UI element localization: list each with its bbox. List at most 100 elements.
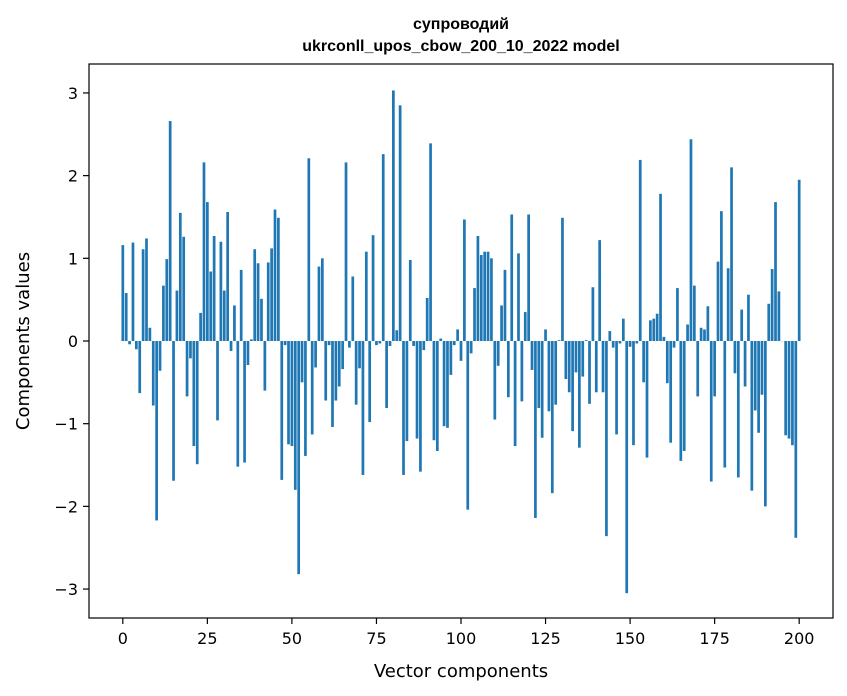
bar-137 [584, 340, 588, 341]
bar-186 [750, 341, 754, 491]
bar-19 [185, 341, 189, 397]
bar-162 [669, 341, 673, 443]
bar-117 [517, 253, 520, 341]
bar-45 [273, 209, 277, 341]
x-tick-label-3: 75 [366, 629, 386, 648]
bar-27 [212, 235, 216, 341]
bar-174 [709, 341, 713, 482]
bar-115 [510, 214, 514, 341]
bar-67 [348, 341, 351, 348]
bar-138 [588, 341, 591, 404]
bar-26 [209, 271, 213, 341]
bar-151 [632, 341, 635, 446]
bar-96 [446, 341, 449, 428]
bar-59 [320, 258, 324, 341]
bar-10 [155, 341, 158, 521]
plot-frame [88, 63, 834, 619]
bar-111 [496, 341, 500, 366]
bar-155 [645, 341, 649, 458]
bar-1 [124, 293, 128, 341]
bar-87 [415, 341, 419, 439]
bar-178 [723, 341, 727, 468]
bar-54 [304, 341, 307, 456]
bar-42 [263, 341, 267, 391]
bar-184 [743, 341, 747, 387]
bar-187 [753, 341, 757, 411]
bar-185 [747, 294, 750, 341]
bar-165 [679, 341, 683, 461]
bar-103 [469, 341, 473, 354]
bar-3 [131, 242, 135, 341]
bar-69 [354, 341, 358, 405]
bar-93 [435, 341, 439, 451]
bar-113 [503, 269, 507, 341]
x-axis-ticks: 0 25 50 75 100 125 150 175 200 [118, 618, 814, 648]
bar-71 [361, 341, 365, 475]
x-tick-label-1: 25 [197, 629, 217, 648]
bar-30 [222, 290, 226, 341]
bar-182 [736, 341, 740, 478]
bar-116 [513, 341, 517, 447]
bar-121 [530, 341, 534, 370]
bar-29 [219, 241, 223, 341]
bar-145 [611, 341, 615, 348]
bar-94 [439, 338, 443, 341]
bar-191 [767, 303, 771, 341]
bar-83 [402, 341, 405, 475]
bar-104 [473, 288, 476, 341]
bar-58 [317, 266, 321, 341]
bar-91 [429, 143, 432, 341]
bar-13 [165, 259, 169, 341]
bar-100 [459, 341, 463, 361]
x-tick-label-2: 50 [282, 629, 302, 648]
bar-47 [280, 341, 284, 480]
bar-66 [344, 162, 348, 341]
bar-84 [405, 341, 409, 442]
bar-169 [692, 285, 696, 341]
bar-50 [290, 341, 294, 447]
bar-32 [229, 341, 233, 351]
bar-86 [412, 341, 416, 346]
bar-2 [128, 341, 131, 345]
bar-183 [740, 309, 744, 341]
bar-18 [182, 236, 186, 341]
bar-171 [699, 327, 703, 341]
bar-82 [398, 105, 402, 341]
bar-189 [760, 341, 764, 395]
bar-9 [151, 341, 155, 406]
x-tick-label-6: 150 [615, 629, 646, 648]
bar-73 [368, 341, 372, 423]
bar-31 [226, 212, 230, 341]
bar-128 [554, 341, 558, 405]
bar-109 [490, 258, 493, 341]
bar-120 [527, 214, 530, 341]
bar-4 [134, 341, 138, 350]
bar-164 [676, 288, 679, 341]
bar-175 [713, 341, 716, 397]
bar-68 [351, 276, 355, 341]
bar-188 [757, 341, 760, 433]
bar-130 [561, 217, 564, 341]
bar-40 [256, 263, 260, 341]
y-tick-label-1: −2 [54, 497, 78, 516]
bar-173 [706, 306, 710, 341]
bar-160 [662, 336, 666, 341]
bar-179 [726, 268, 730, 341]
bar-170 [696, 341, 700, 397]
bar-150 [628, 341, 632, 347]
bar-62 [331, 341, 334, 427]
bar-12 [162, 285, 165, 341]
bar-90 [425, 298, 429, 341]
bar-154 [642, 341, 645, 383]
bar-36 [243, 341, 246, 463]
y-axis-label: Components values [13, 252, 34, 430]
bar-172 [703, 329, 706, 341]
bar-193 [774, 202, 777, 341]
bar-152 [635, 341, 639, 344]
x-axis-label: Vector components [374, 661, 548, 682]
y-tick-label-4: 1 [68, 249, 78, 268]
bar-76 [378, 341, 382, 344]
bar-72 [364, 251, 368, 341]
bar-166 [682, 341, 686, 451]
